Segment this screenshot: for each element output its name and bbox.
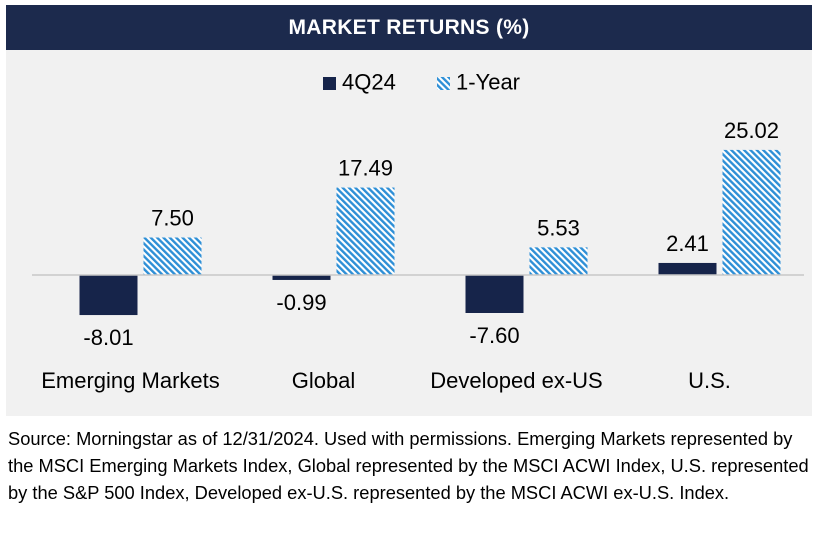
legend-label: 1-Year — [456, 70, 520, 95]
legend-swatch-4q24 — [323, 77, 336, 90]
chart-panel: 4Q24 1-Year -8.01 7.50 -0.99 17.49 -7.60 5.53 2… — [6, 50, 812, 416]
data-label: 5.53 — [537, 215, 580, 240]
category-label: Emerging Markets — [41, 368, 220, 393]
legend-label: 4Q24 — [342, 70, 396, 95]
legend-swatch-1year — [437, 77, 450, 90]
bar-1year — [143, 237, 202, 275]
data-label: 7.50 — [151, 206, 194, 231]
bar-4q24 — [465, 275, 524, 313]
data-label: 25.02 — [724, 118, 779, 143]
category-label: Developed ex-US — [430, 368, 602, 393]
bar-4q24 — [658, 262, 717, 275]
data-label: -8.01 — [83, 325, 133, 350]
bar-1year — [722, 149, 781, 275]
bar-1year — [336, 187, 395, 275]
bar-4q24 — [272, 275, 331, 280]
data-label: 17.49 — [338, 156, 393, 181]
source-note: Source: Morningstar as of 12/31/2024. Us… — [8, 428, 809, 503]
legend: 4Q24 1-Year — [323, 70, 520, 95]
category-label: Global — [292, 368, 356, 393]
category-label: U.S. — [688, 368, 731, 393]
bar-chart: 4Q24 1-Year -8.01 7.50 -0.99 17.49 -7.60 5.53 2… — [32, 70, 804, 393]
bar-1year — [529, 247, 588, 275]
bars-group — [79, 149, 781, 316]
data-label: -0.99 — [276, 290, 326, 315]
data-labels-group: -8.01 7.50 -0.99 17.49 -7.60 5.53 2.41 25.02 — [83, 118, 779, 350]
bar-4q24 — [79, 275, 138, 316]
data-label: -7.60 — [469, 323, 519, 348]
data-label: 2.41 — [666, 231, 709, 256]
category-labels-group: Emerging Markets Global Developed ex-US U.S… — [41, 368, 731, 393]
chart-title: MARKET RETURNS (%) — [6, 5, 812, 50]
